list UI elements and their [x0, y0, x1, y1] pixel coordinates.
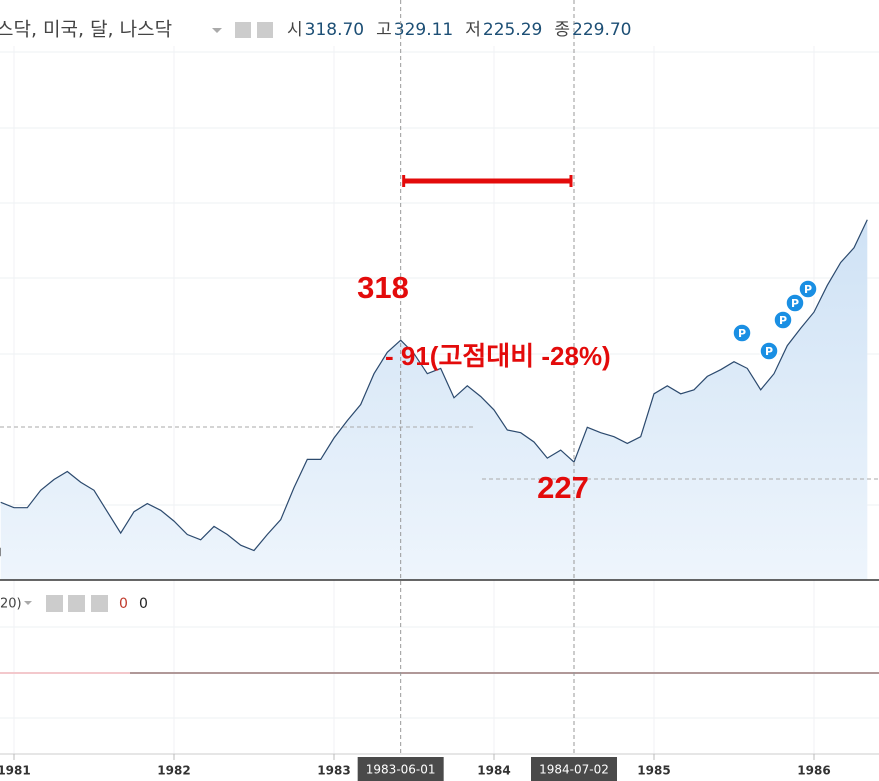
x-tick-label: 1984-07-02 [539, 763, 609, 777]
event-marker-dot [759, 341, 779, 361]
ohlc-value: 229.70 [572, 20, 631, 40]
indicator-value: 0 [119, 596, 128, 612]
event-marker-label: P [738, 327, 746, 340]
ohlc-value: 318.70 [305, 20, 364, 40]
line [0, 219, 868, 552]
annotation: 318 [357, 270, 409, 305]
chart-title: 스닥, 미국, 달, 나스닥 [0, 19, 172, 41]
event-marker[interactable]: P [785, 293, 805, 313]
dropdown[interactable] [24, 601, 32, 605]
x-tick-label: 1981 [0, 764, 31, 778]
event-marker-dot [798, 279, 818, 299]
ohlc-value: 329.11 [394, 20, 453, 40]
x-tick-label: 1983 [317, 764, 350, 778]
x-tick-label: 1982 [157, 764, 190, 778]
indicator-value: 0 [139, 596, 148, 612]
eye-icon[interactable] [46, 595, 63, 612]
event-marker[interactable]: P [732, 323, 752, 343]
event-marker-label: P [804, 283, 812, 296]
ohlc: 시 318.70 고 329.11 저 225.29 종 229.70 [287, 20, 632, 40]
x-tick-label: 1983-06-01 [366, 763, 436, 777]
close-icon[interactable] [91, 595, 108, 612]
event-marker[interactable]: P [759, 341, 779, 361]
eye-icon[interactable] [235, 22, 251, 38]
annotation: 227 [537, 470, 589, 505]
event-marker[interactable]: P [798, 279, 818, 299]
x-tick-label: 1985 [637, 764, 670, 778]
event-marker-dot [773, 310, 793, 330]
date-label-bg [531, 757, 618, 781]
ohlc-label: 시 [287, 20, 303, 40]
event-marker[interactable]: P [773, 310, 793, 330]
date-label-bg [357, 757, 444, 781]
event-marker-dot [785, 293, 805, 313]
ohlc-value: 225.29 [483, 20, 542, 40]
dropdown[interactable] [212, 28, 222, 33]
area [0, 219, 868, 580]
header-bg [0, 0, 879, 46]
x-tick-label: 1986 [797, 764, 830, 778]
event-marker-label: P [765, 345, 773, 358]
plot: esting.com [0, 219, 868, 580]
ohlc-label: 종 [554, 20, 570, 40]
event-marker-label: P [791, 297, 799, 310]
event-marker-dot [732, 323, 752, 343]
ohlc-label: 고 [376, 20, 392, 40]
annotation: - 91(고점대비 -28%) [385, 341, 611, 371]
gear-icon[interactable] [257, 22, 273, 38]
indicator-label: 20) [0, 597, 22, 612]
event-marker-label: P [779, 314, 787, 327]
x-tick-label: 1984 [477, 764, 510, 778]
ohlc-label: 저 [465, 20, 481, 40]
gear-icon[interactable] [68, 595, 85, 612]
